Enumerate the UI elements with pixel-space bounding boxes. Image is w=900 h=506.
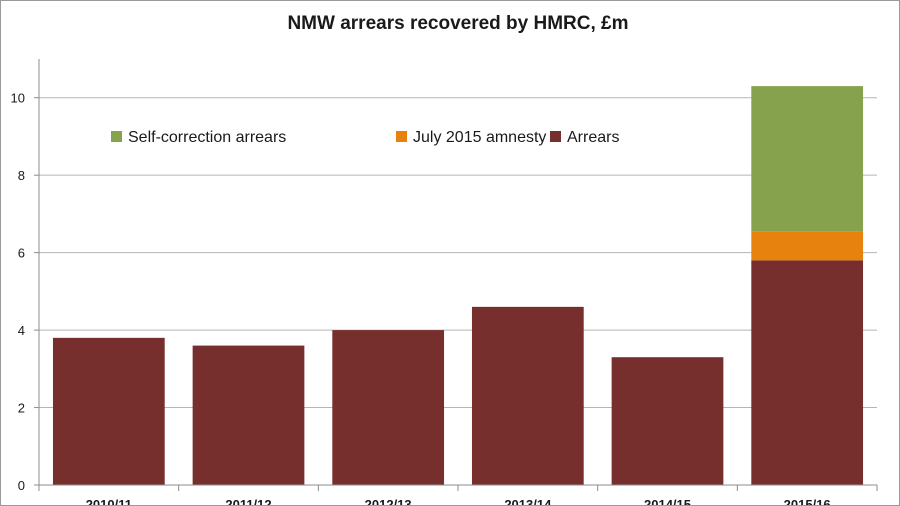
legend-label-july-2015-amnesty: July 2015 amnesty: [413, 129, 546, 146]
x-tick-label: 2014/15: [644, 497, 691, 505]
y-tick-label: 0: [18, 478, 25, 493]
bar-arrears-2015-16: [751, 260, 864, 485]
bar-july-2015-amnesty-2015-16: [751, 231, 864, 261]
x-tick-label: 2015/16: [784, 497, 831, 505]
x-tick-label: 2011/12: [225, 497, 271, 505]
y-tick-label: 6: [18, 246, 25, 261]
y-tick-labels: 0 2 4 6 8 10: [11, 91, 25, 493]
legend-swatch-arrears: [550, 131, 561, 142]
legend-label-self-correction-arrears: Self-correction arrears: [128, 129, 286, 146]
legend-label-arrears: Arrears: [567, 129, 619, 146]
axes: [34, 59, 878, 491]
x-tick-label: 2013/14: [504, 497, 552, 505]
bar-self-correction-arrears-2015-16: [751, 86, 864, 232]
y-tick-label: 4: [18, 323, 25, 338]
bar-arrears-2011-12: [192, 345, 305, 485]
bar-arrears-2010-11: [52, 337, 165, 485]
legend-swatch-july-2015-amnesty: [396, 131, 407, 142]
legend: Self-correction arrears July 2015 amnesty…: [111, 129, 619, 146]
bar-arrears-2013-14: [471, 306, 584, 485]
bar-arrears-2012-13: [332, 330, 445, 485]
x-tick-label: 2012/13: [365, 497, 412, 505]
x-tick-label: 2010/11: [86, 497, 132, 505]
y-tick-label: 8: [18, 168, 25, 183]
chart-title: NMW arrears recovered by HMRC, £m: [287, 13, 628, 34]
bar-arrears-2014-15: [611, 357, 724, 485]
y-tick-label: 10: [11, 91, 25, 106]
legend-swatch-self-correction-arrears: [111, 131, 122, 142]
x-tick-labels: 2010/11 2011/12 2012/13 2013/14 2014/15 2015/…: [86, 497, 831, 505]
bars: [52, 86, 864, 485]
gridlines: [39, 97, 877, 409]
y-tick-label: 2: [18, 401, 25, 416]
